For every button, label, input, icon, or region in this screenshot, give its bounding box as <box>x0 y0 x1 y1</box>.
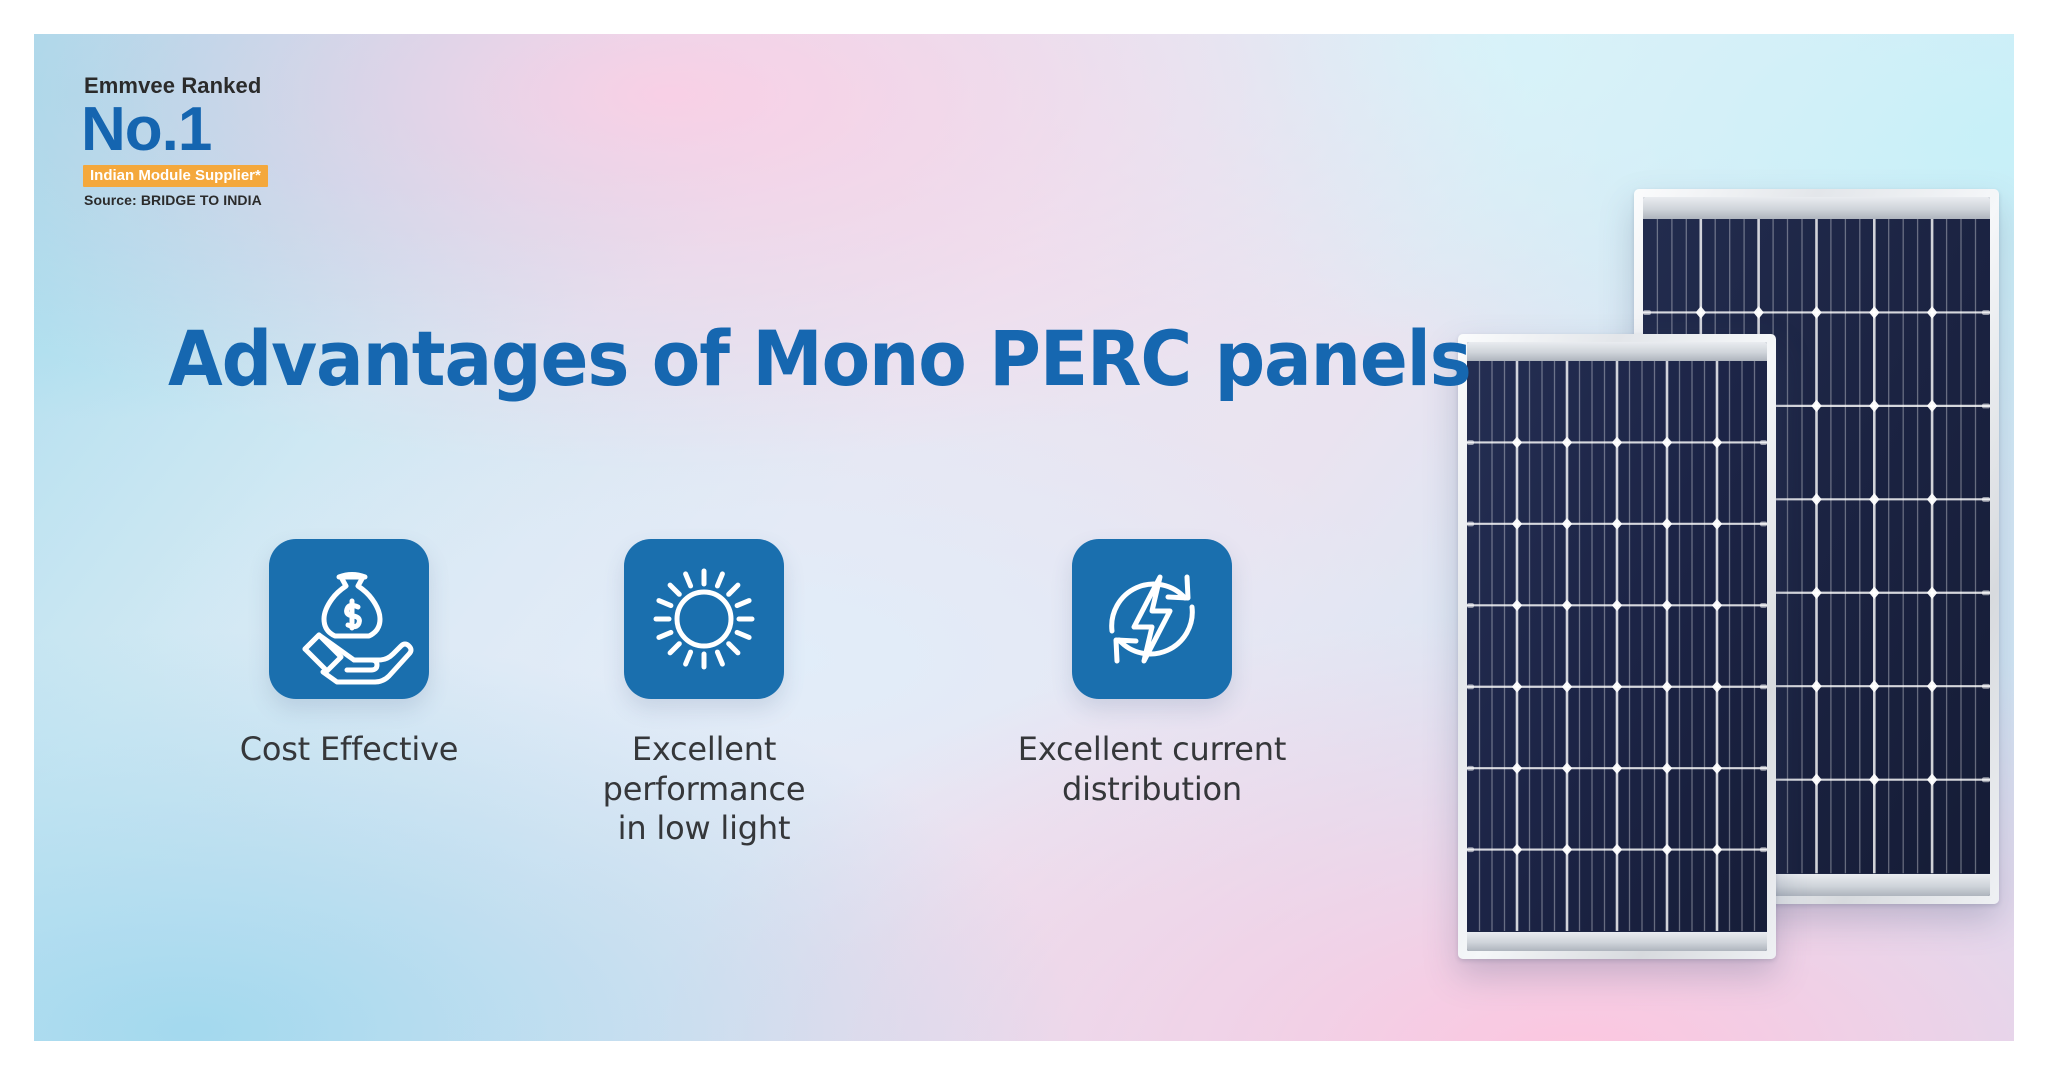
canvas-margin-bottom <box>0 1049 2048 1075</box>
poster-background: Emmvee Ranked No.1 Indian Module Supplie… <box>34 34 2014 1041</box>
money-bag-in-hand-icon <box>269 539 429 699</box>
panel-bottom-label-strip <box>1467 931 1767 951</box>
ranked-label: Emmvee Ranked <box>84 73 262 98</box>
feature-current-distribution: Excellent current distribution <box>992 539 1312 809</box>
panel-laminate <box>1467 342 1767 951</box>
frame-border-left <box>26 26 34 1049</box>
source-label: Source: BRIDGE TO INDIA <box>84 192 262 209</box>
caption-line-1: Cost Effective <box>239 730 459 768</box>
feature-caption: Excellent performance in low light <box>544 730 864 849</box>
supplier-badge: Indian Module Supplier* <box>83 164 268 188</box>
canvas-margin-left <box>0 0 26 1075</box>
panel-top-label-strip <box>1643 197 1990 220</box>
energy-cycle-bolt-icon <box>1072 539 1232 699</box>
feature-low-light-performance: Excellent performance in low light <box>544 539 864 849</box>
frame-border-top <box>26 26 2022 34</box>
sun-icon <box>624 539 784 699</box>
caption-line-1: Excellent performance <box>602 730 806 808</box>
canvas-margin-right <box>2022 0 2048 1075</box>
frame-border-bottom <box>26 1041 2022 1049</box>
caption-line-1: Excellent current <box>1017 730 1287 768</box>
panel-cell-grid <box>1467 361 1767 932</box>
feature-cost-effective: Cost Effective <box>189 539 509 770</box>
rank-value: No.1 <box>81 95 212 165</box>
feature-caption: Cost Effective <box>189 730 509 770</box>
frame-border-right <box>2014 26 2022 1049</box>
canvas-margin-top <box>0 0 2048 26</box>
panel-top-label-strip <box>1467 342 1767 362</box>
caption-line-2: distribution <box>1062 769 1242 808</box>
page-title: Advantages of Mono PERC panels <box>168 314 1472 403</box>
caption-line-2: in low light <box>617 809 791 848</box>
feature-caption: Excellent current distribution <box>992 730 1312 809</box>
mono-perc-solar-panel-front <box>1458 334 1776 959</box>
emmvee-rank-logo: Emmvee Ranked No.1 Indian Module Supplie… <box>80 73 400 209</box>
